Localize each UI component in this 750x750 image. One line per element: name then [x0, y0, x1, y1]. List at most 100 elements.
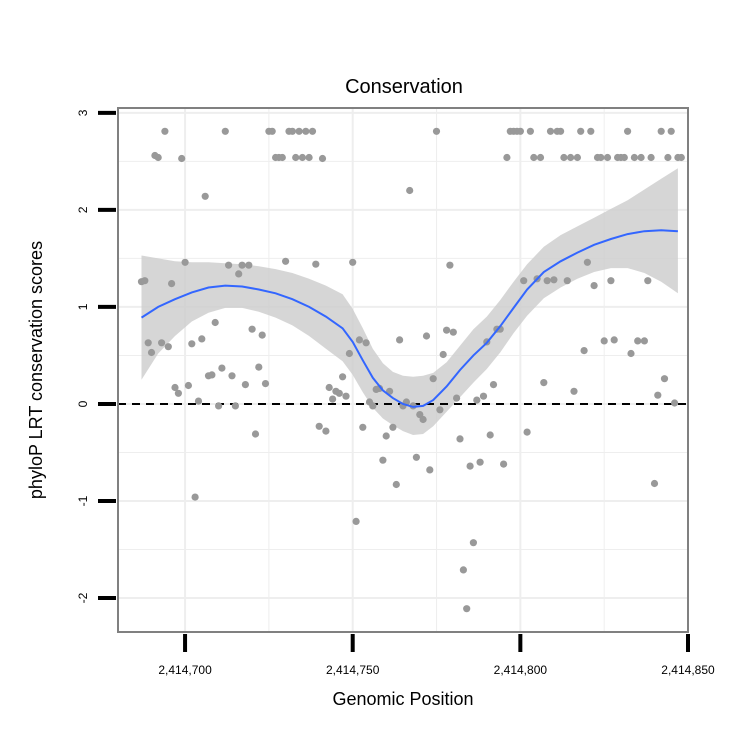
data-point: [640, 337, 649, 345]
data-point: [567, 153, 575, 162]
data-point: [456, 435, 464, 443]
data-point: [583, 258, 592, 266]
data-point: [194, 397, 203, 405]
data-point: [305, 153, 313, 162]
data-point: [429, 375, 437, 383]
data-point: [479, 392, 488, 400]
data-point: [520, 277, 528, 285]
data-point: [168, 280, 176, 288]
data-point: [634, 337, 642, 345]
data-point: [536, 153, 545, 162]
data-point: [543, 277, 551, 285]
x-axis: 2,414,700 2,414,750 2,414,800 2,414,850: [158, 634, 715, 677]
y-tick-label: 2: [76, 206, 90, 213]
data-point: [298, 153, 306, 162]
data-point: [255, 363, 263, 371]
data-point: [486, 431, 494, 439]
data-point: [563, 277, 571, 285]
data-point: [406, 186, 414, 195]
y-tick-label: -2: [76, 592, 90, 603]
data-point: [359, 423, 367, 431]
grid: [118, 108, 689, 632]
data-point: [278, 153, 286, 162]
data-point: [432, 127, 441, 135]
data-point: [389, 423, 397, 431]
data-point: [426, 466, 434, 474]
data-point: [516, 127, 525, 135]
x-tick-label: 2,414,700: [158, 663, 212, 677]
data-point: [590, 282, 598, 290]
data-point: [500, 460, 508, 468]
data-point: [557, 127, 565, 135]
data-point: [459, 566, 467, 574]
data-point: [466, 462, 474, 470]
data-point: [188, 340, 196, 348]
data-point: [245, 261, 253, 269]
y-tick-label: 0: [76, 400, 90, 407]
data-point: [225, 261, 233, 269]
data-point: [302, 127, 310, 135]
data-point: [154, 153, 162, 162]
data-point: [238, 261, 246, 269]
data-point: [375, 384, 384, 392]
data-point: [178, 154, 186, 163]
data-point: [221, 127, 229, 135]
data-point: [312, 260, 320, 268]
data-point: [315, 422, 323, 430]
data-point: [473, 396, 481, 404]
data-point: [396, 336, 404, 344]
data-point: [335, 389, 343, 397]
data-point: [671, 399, 679, 407]
data-point: [489, 381, 498, 389]
data-point: [355, 336, 363, 344]
data-point: [503, 153, 511, 162]
data-point: [248, 325, 256, 333]
data-point: [530, 153, 538, 162]
data-point: [282, 257, 290, 265]
x-tick-label: 2,414,850: [661, 663, 715, 677]
data-point: [607, 277, 615, 285]
data-point: [288, 127, 296, 135]
data-point: [446, 261, 454, 269]
data-point: [449, 328, 457, 336]
data-point: [208, 371, 216, 379]
data-point: [349, 258, 357, 266]
data-point: [550, 276, 558, 284]
data-point: [164, 343, 172, 351]
data-point: [580, 347, 588, 355]
data-point: [660, 375, 669, 383]
data-point: [171, 383, 179, 392]
data-point: [463, 605, 471, 613]
data-point: [476, 458, 484, 466]
data-point: [677, 153, 685, 162]
data-point: [577, 127, 585, 135]
data-point: [627, 349, 635, 358]
data-point: [191, 493, 199, 501]
data-point: [422, 332, 431, 340]
y-axis: -2 -1 0 1 2 3: [76, 109, 116, 603]
data-point: [184, 381, 192, 390]
data-point: [657, 127, 665, 135]
y-tick-label: -1: [76, 495, 90, 506]
data-point: [325, 383, 333, 392]
data-point: [228, 372, 236, 380]
confidence-band: [141, 168, 678, 435]
data-point: [329, 395, 337, 403]
smooth-line: [140, 229, 678, 408]
data-point: [161, 127, 169, 135]
data-point: [603, 153, 612, 162]
data-point: [215, 402, 223, 410]
data-point: [587, 127, 595, 135]
data-point: [664, 153, 672, 162]
data-point: [211, 318, 219, 327]
data-point: [295, 127, 303, 135]
data-point: [174, 389, 182, 397]
data-point: [469, 539, 477, 547]
data-point: [526, 127, 535, 135]
data-point: [158, 339, 166, 347]
data-point: [339, 373, 347, 381]
data-point: [630, 153, 639, 162]
confidence-band-layer: [141, 168, 678, 435]
data-point: [523, 428, 531, 436]
